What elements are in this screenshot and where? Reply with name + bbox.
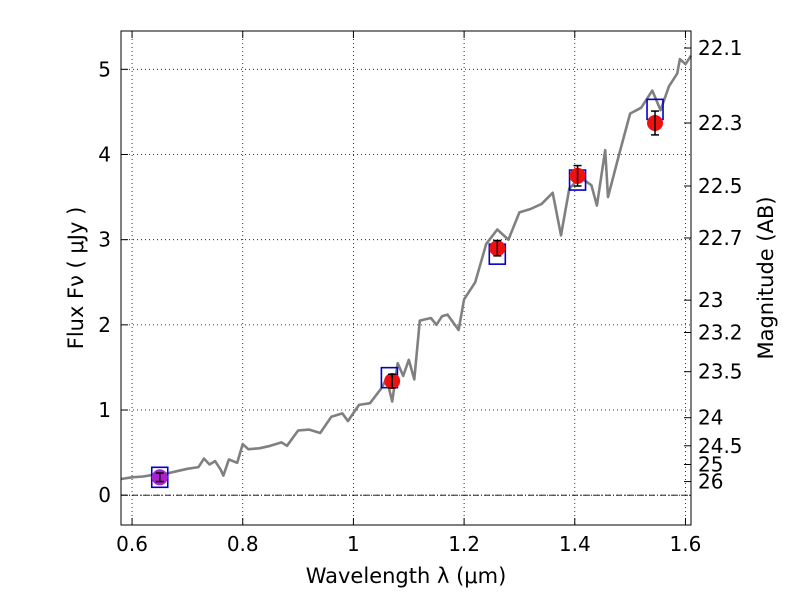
plot-frame [120, 30, 692, 526]
y-axis-label: Flux Fν ( μJy ) [64, 207, 88, 350]
y-right-tick-label: 23 [698, 288, 723, 312]
y-tick-label: 5 [98, 57, 111, 81]
x-tick-label: 1.4 [559, 532, 591, 556]
sed-model-line [120, 54, 693, 481]
y-right-tick-label: 22.5 [698, 174, 743, 198]
marker-layer [150, 98, 664, 489]
x-tick-label: 0.8 [227, 532, 259, 556]
y-tick-label: 3 [98, 228, 111, 252]
y-axis-right-label: Magnitude (AB) [754, 196, 778, 359]
y-right-tick-label: 22.7 [698, 226, 743, 250]
y-right-tick-label: 22.1 [698, 36, 743, 60]
plot-area [121, 31, 691, 525]
y-tick-label: 1 [98, 398, 111, 422]
y-right-tick-label: 23.2 [698, 321, 743, 345]
y-right-tick-label: 25 [698, 453, 723, 477]
y-tick-label: 0 [98, 483, 111, 507]
y-right-tick-label: 24.5 [698, 434, 743, 458]
x-axis-label: Wavelength λ (μm) [306, 564, 507, 588]
y-tick-label: 4 [98, 143, 111, 167]
y-tick-label: 2 [98, 313, 111, 337]
x-tick-label: 0.6 [116, 532, 148, 556]
y-right-tick-label: 22.3 [698, 111, 743, 135]
y-right-tick-label: 26 [698, 470, 723, 494]
x-tick-label: 1 [347, 532, 360, 556]
y-right-tick-label: 24 [698, 406, 723, 430]
x-tick-label: 1.6 [670, 532, 702, 556]
grid [121, 31, 691, 525]
sed-line-layer [120, 54, 693, 481]
y-right-tick-label: 23.5 [698, 360, 743, 384]
x-tick-label: 1.2 [448, 532, 480, 556]
tick-layer: 0.6 0.8 1 1.2 1.4 1.601234522.122.322.522.723… [98, 31, 743, 556]
